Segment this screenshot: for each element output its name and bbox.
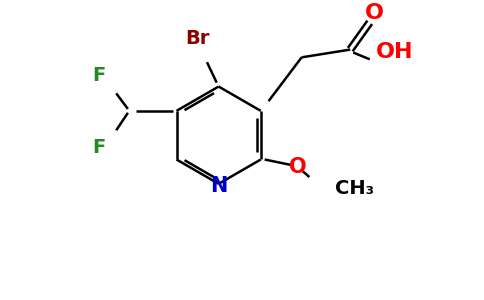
Text: F: F <box>92 138 106 157</box>
Text: CH₃: CH₃ <box>335 179 374 198</box>
Text: OH: OH <box>376 43 414 62</box>
Text: O: O <box>365 3 384 22</box>
Text: N: N <box>210 176 227 196</box>
Text: Br: Br <box>185 29 210 48</box>
Text: O: O <box>289 157 306 177</box>
Text: F: F <box>92 66 106 85</box>
